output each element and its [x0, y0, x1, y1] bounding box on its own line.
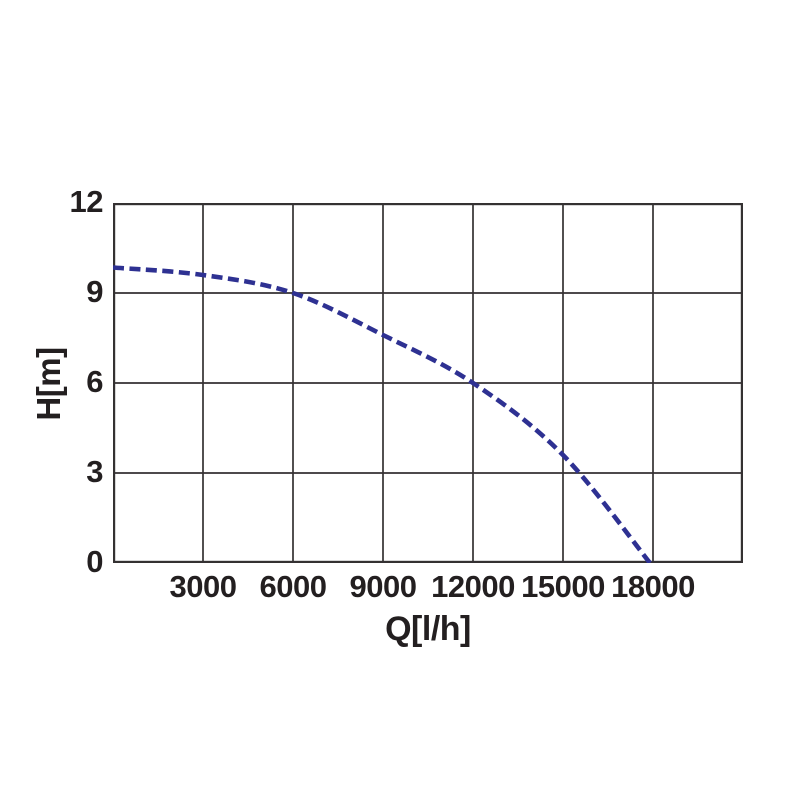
- y-tick-label: 0: [86, 544, 103, 579]
- x-tick-label: 3000: [169, 569, 237, 604]
- x-tick-label: 15000: [521, 569, 605, 604]
- y-tick-label: 3: [86, 454, 103, 489]
- pump-curve-line: [113, 265, 652, 563]
- pump-curve-svg: [113, 203, 743, 563]
- x-tick-label: 12000: [431, 569, 515, 604]
- plot-area: [113, 203, 743, 563]
- x-tick-label: 18000: [611, 569, 695, 604]
- x-tick-label: 9000: [349, 569, 417, 604]
- x-tick-label: 6000: [259, 569, 327, 604]
- y-tick-label: 6: [86, 364, 103, 399]
- y-tick-label: 12: [69, 184, 104, 219]
- x-axis-title: Q[l/h]: [385, 610, 471, 648]
- y-tick-label: 9: [86, 274, 103, 309]
